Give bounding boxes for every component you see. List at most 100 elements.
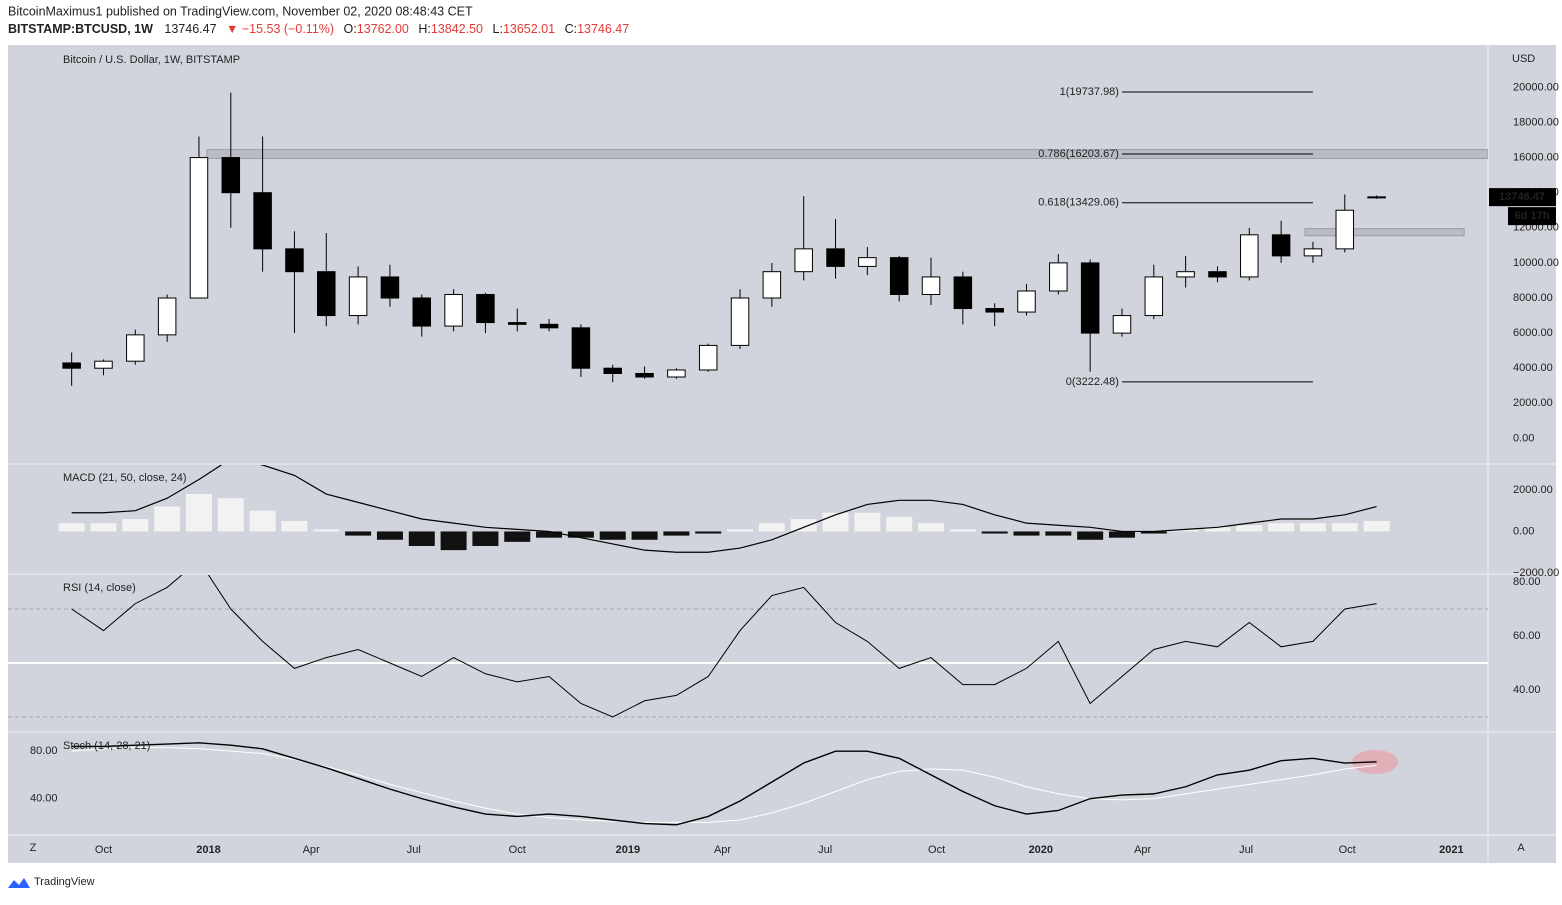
y-tick-label: 0.00 [1513,432,1534,444]
zone [206,149,1488,159]
histogram-bar [1268,523,1295,532]
histogram-bar [1077,531,1104,540]
x-tick-label: Jul [407,844,421,856]
rsi-line [71,575,1377,718]
histogram-bar [1140,531,1167,534]
y-tick-label: 0.00 [1513,525,1534,537]
countdown: 6d 17h [1515,210,1550,222]
candle-body [62,362,81,369]
candle-body [1303,248,1323,257]
histogram-bar [1299,523,1326,532]
publisher: BitcoinMaximus1 published on TradingView… [8,4,473,18]
histogram-bar [58,523,85,532]
y-tick-label: 20000.00 [1513,81,1559,93]
y-tick-label: −2000.00 [1513,567,1559,579]
candle-body [1271,234,1291,257]
histogram-bar [1331,523,1358,532]
h-label: H: [418,22,431,36]
histogram-bar [281,521,308,532]
o: 13762.00 [357,22,409,36]
candle-body [1112,315,1132,334]
histogram-bar [981,531,1008,534]
o-label: O: [344,22,357,36]
y-tick-label: 2000.00 [1513,397,1553,409]
candle-body [126,334,145,362]
candle-body [826,248,845,267]
candle-body [1240,234,1259,278]
candle-body [380,276,400,299]
candle-body [762,271,782,299]
logo [8,878,30,888]
histogram-bar [154,506,181,532]
stoch-line [71,747,1377,823]
candle-body [189,157,209,299]
candle-body [1049,262,1068,292]
fib-label: 1(19737.98) [1060,86,1119,98]
x-tick-label: Oct [928,844,945,856]
histogram-bar [1172,529,1199,532]
y-tick-label: 60.00 [1513,630,1541,642]
y-tick-label: 80.00 [1513,576,1541,588]
l-label: L: [493,22,503,36]
macd-line [71,465,1377,553]
candle-body [1080,262,1100,334]
histogram-bar [949,529,976,532]
quote-line: BITSTAMP:BTCUSD, 1W 13746.47 ▼ −15.53 (−… [8,22,629,36]
histogram-bar [1045,531,1072,536]
x-tick-label: Apr [303,844,320,856]
c: 13746.47 [577,22,629,36]
histogram-bar [217,498,244,532]
h: 13842.50 [431,22,483,36]
histogram-bar [1013,531,1040,536]
histogram-bar [854,512,881,532]
candle-body [571,327,591,369]
histogram-bar [313,529,340,532]
last-price-box [1489,188,1556,207]
x-tick-label: Apr [1134,844,1151,856]
candle-body [539,323,559,329]
histogram-bar [790,519,817,532]
histogram-bar [345,531,372,536]
candle-body [1208,271,1227,278]
x-tick-label: Oct [509,844,526,856]
candle-body [507,322,527,325]
y-tick-label: 4000.00 [1513,362,1553,374]
candle-body [317,271,336,317]
fib-label: 0.786(16203.67) [1038,148,1119,160]
candle-body [1335,209,1355,250]
candle-body [94,360,113,369]
histogram-bar [1108,531,1135,538]
x-tick-label: Oct [1339,844,1356,856]
auto-button[interactable]: A [1517,842,1525,854]
x-tick-label: 2020 [1029,844,1053,856]
candle-body [444,293,463,327]
candle-body [698,344,718,371]
histogram-bar [631,531,658,540]
countdown-box [1508,207,1556,226]
histogram-bar [599,531,626,540]
candle-body [794,248,813,273]
candle-body [985,308,1004,313]
chart-bg [8,45,1556,863]
candle-body [921,276,941,295]
y-tick-label: 40.00 [30,793,58,805]
zoom-button[interactable]: Z [30,842,37,854]
candle-body [221,157,241,194]
candle-body [667,369,686,378]
histogram-bar [1236,525,1263,532]
x-tick-label: 2021 [1439,844,1463,856]
pane-title: MACD (21, 50, close, 24) [63,472,187,484]
candle-body [730,297,750,346]
last: 13746.47 [164,22,216,36]
histogram-bar [1363,521,1390,532]
x-tick-label: Apr [714,844,731,856]
histogram-bar [408,531,435,546]
pane-title: Bitcoin / U.S. Dollar, 1W, BITSTAMP [63,54,240,66]
change: ▼ −15.53 (−0.11%) [226,22,334,36]
histogram-bar [185,494,212,532]
y-tick-label: 2000.00 [1513,484,1553,496]
histogram-bar [249,510,276,532]
y-tick-label: 10000.00 [1513,257,1559,269]
last-price: 13746.47 [1499,191,1545,203]
